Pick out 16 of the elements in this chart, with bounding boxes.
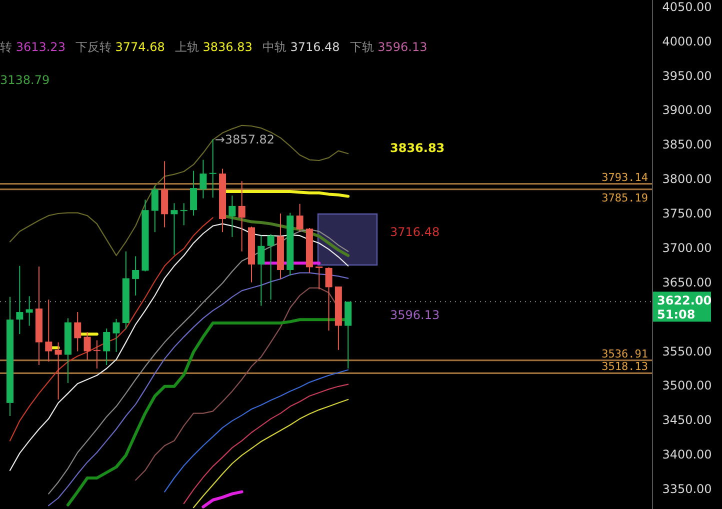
text: 3716.48 xyxy=(390,225,440,239)
annotation: 下轨 3596.13 xyxy=(350,40,428,54)
ref-line-label: 3518.13 xyxy=(602,360,648,374)
annotation: 转 3613.23 xyxy=(0,40,66,54)
annotation: 上轨 3836.83 xyxy=(174,40,252,54)
ref-line-label: 3793.14 xyxy=(602,170,648,184)
text: 3596.13 xyxy=(390,308,440,322)
annotation: 中轨 3716.48 xyxy=(262,40,340,54)
annotation: →3857.82 xyxy=(214,132,275,146)
annotation: 3138.79 xyxy=(0,73,50,87)
ref-line-label: 3785.19 xyxy=(602,191,648,204)
ref-line-label: 3622.00 xyxy=(657,294,712,308)
ref-line-label: 3536.91 xyxy=(602,347,648,360)
text: 51:08 xyxy=(657,308,696,322)
text: 3836.83 xyxy=(390,141,445,155)
annotation: 下反转 3774.68 xyxy=(75,40,165,54)
